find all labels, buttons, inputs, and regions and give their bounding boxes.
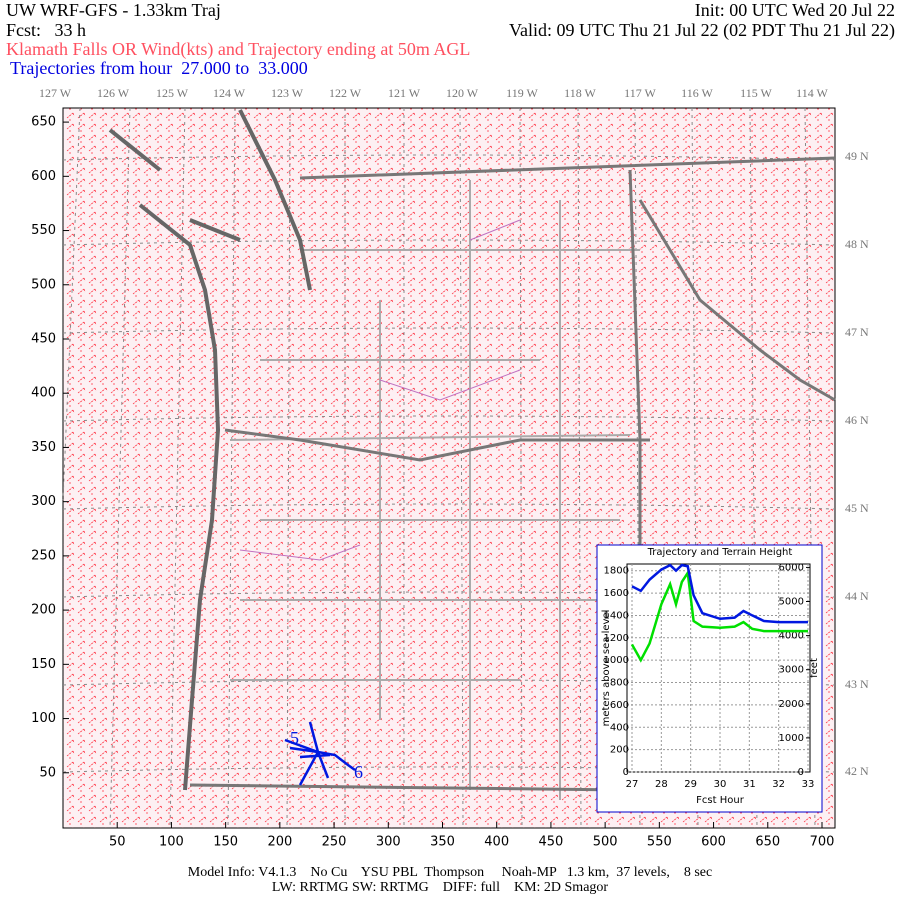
y-tick-label: 0 — [623, 767, 629, 778]
longitude-label: 121 W — [388, 86, 421, 100]
valid-time: Valid: 09 UTC Thu 21 Jul 22 (02 PDT Thu … — [509, 20, 895, 41]
longitude-label: 118 W — [564, 86, 596, 100]
y2-tick-label: 1000 — [779, 733, 804, 744]
longitude-label: 120 W — [446, 86, 479, 100]
trajectories — [284, 721, 356, 786]
footer-line: Model Info: V4.1.3 No Cu YSU PBL Thompso… — [188, 865, 712, 880]
x-tick-label: 300 — [376, 835, 401, 850]
series-line — [631, 563, 808, 624]
y-tick-label: 1400 — [604, 610, 629, 621]
y2-tick-label: 6000 — [779, 562, 804, 573]
y-tick-label: 250 — [31, 548, 56, 563]
county-lines — [229, 180, 640, 800]
y-tick-label: 350 — [31, 440, 56, 455]
y-tick-label: 400 — [610, 722, 629, 733]
x-tick-label: 30 — [714, 779, 727, 790]
longitude-label: 127 W — [39, 86, 72, 100]
x-tick-label: 250 — [322, 835, 347, 850]
y-tick-label: 1800 — [604, 566, 629, 577]
x-axis-label: Fcst Hour — [696, 795, 745, 806]
inset-frame — [596, 544, 823, 813]
latitude-label: 43 N — [845, 677, 869, 691]
x-tick-label: 33 — [802, 779, 815, 790]
longitude-label: 124 W — [213, 86, 246, 100]
longitude-label: 126 W — [97, 86, 130, 100]
y-tick-label: 800 — [610, 678, 629, 689]
y-tick-label: 1200 — [604, 633, 629, 644]
y-tick-label: 550 — [31, 223, 56, 238]
longitude-label: 115 W — [740, 86, 772, 100]
x-tick-label: 27 — [626, 779, 639, 790]
latitude-label: 48 N — [845, 237, 869, 251]
y-tick-label: 150 — [31, 657, 56, 672]
latitude-label: 49 N — [845, 149, 869, 163]
state-borders — [189, 156, 836, 792]
x-tick-label: 29 — [684, 779, 697, 790]
latitude-label: 45 N — [845, 501, 869, 515]
y-tick-label: 200 — [610, 745, 629, 756]
y-tick-label: 400 — [31, 386, 56, 401]
y-tick-label: 450 — [31, 331, 56, 346]
longitude-label: 122 W — [329, 86, 362, 100]
footer-line: LW: RRTMG SW: RRTMG DIFF: full KM: 2D Sm… — [272, 880, 608, 895]
latitude-label: 46 N — [845, 413, 869, 427]
subtitle: Klamath Falls OR Wind(kts) and Trajector… — [6, 39, 470, 60]
x-tick-label: 550 — [647, 835, 672, 850]
y-tick-label: 200 — [31, 603, 56, 618]
y-tick-label: 1000 — [604, 655, 629, 666]
longitude-label: 114 W — [796, 86, 828, 100]
title: UW WRF-GFS - 1.33km Traj — [6, 0, 221, 20]
init-time: Init: 00 UTC Wed 20 Jul 22 — [695, 0, 895, 20]
y-tick-label: 600 — [610, 700, 629, 711]
y-axis-label: meters above sea level — [601, 610, 612, 727]
y-tick-label: 500 — [31, 277, 56, 292]
x-tick-label: 500 — [593, 835, 618, 850]
x-tick-label: 700 — [810, 835, 835, 850]
trajectory-hours: Trajectories from hour 27.000 to 33.000 — [10, 58, 308, 78]
map — [62, 107, 836, 829]
latitude-label: 44 N — [845, 589, 869, 603]
rivers — [239, 219, 521, 561]
longitude-label: 125 W — [156, 86, 189, 100]
y-tick-label: 50 — [39, 765, 56, 780]
latitude-label: 47 N — [845, 325, 869, 339]
y-tick-label: 650 — [31, 115, 56, 130]
x-tick-label: 450 — [539, 835, 564, 850]
longitude-label: 117 W — [624, 86, 656, 100]
y2-tick-label: 5000 — [779, 597, 804, 608]
series-line — [630, 569, 808, 663]
x-tick-label: 650 — [755, 835, 780, 850]
forecast-hour: Fcst: 33 h — [6, 20, 86, 40]
x-tick-label: 350 — [430, 835, 455, 850]
trajectory-label: 5 — [290, 728, 299, 748]
x-tick-label: 50 — [109, 835, 126, 850]
latitude-label: 42 N — [845, 764, 869, 778]
longitude-label: 123 W — [271, 86, 304, 100]
x-tick-label: 31 — [743, 779, 756, 790]
y2-tick-label: 3000 — [779, 665, 804, 676]
coastline — [108, 109, 312, 791]
longitude-label: 116 W — [681, 86, 713, 100]
y-tick-label: 300 — [31, 494, 56, 509]
y-tick-label: 600 — [31, 169, 56, 184]
y2-tick-label: 0 — [798, 767, 804, 778]
x-tick-label: 32 — [772, 779, 785, 790]
inset-title: Trajectory and Terrain Height — [647, 547, 793, 558]
x-tick-label: 400 — [484, 835, 509, 850]
trajectory-label: 6 — [354, 762, 363, 782]
y2-axis-label: feet — [809, 658, 820, 678]
y-tick-label: 100 — [31, 711, 56, 726]
x-tick-label: 600 — [701, 835, 726, 850]
x-tick-label: 100 — [159, 835, 184, 850]
y-tick-label: 1600 — [604, 588, 629, 599]
x-tick-label: 28 — [655, 779, 668, 790]
inset-chart: Trajectory and Terrain Height Fcst Hour … — [596, 544, 823, 813]
plot-area — [626, 563, 811, 773]
longitude-label: 119 W — [506, 86, 538, 100]
y2-tick-label: 2000 — [779, 699, 804, 710]
x-tick-label: 200 — [267, 835, 292, 850]
y2-tick-label: 4000 — [779, 631, 804, 642]
x-tick-label: 150 — [213, 835, 238, 850]
